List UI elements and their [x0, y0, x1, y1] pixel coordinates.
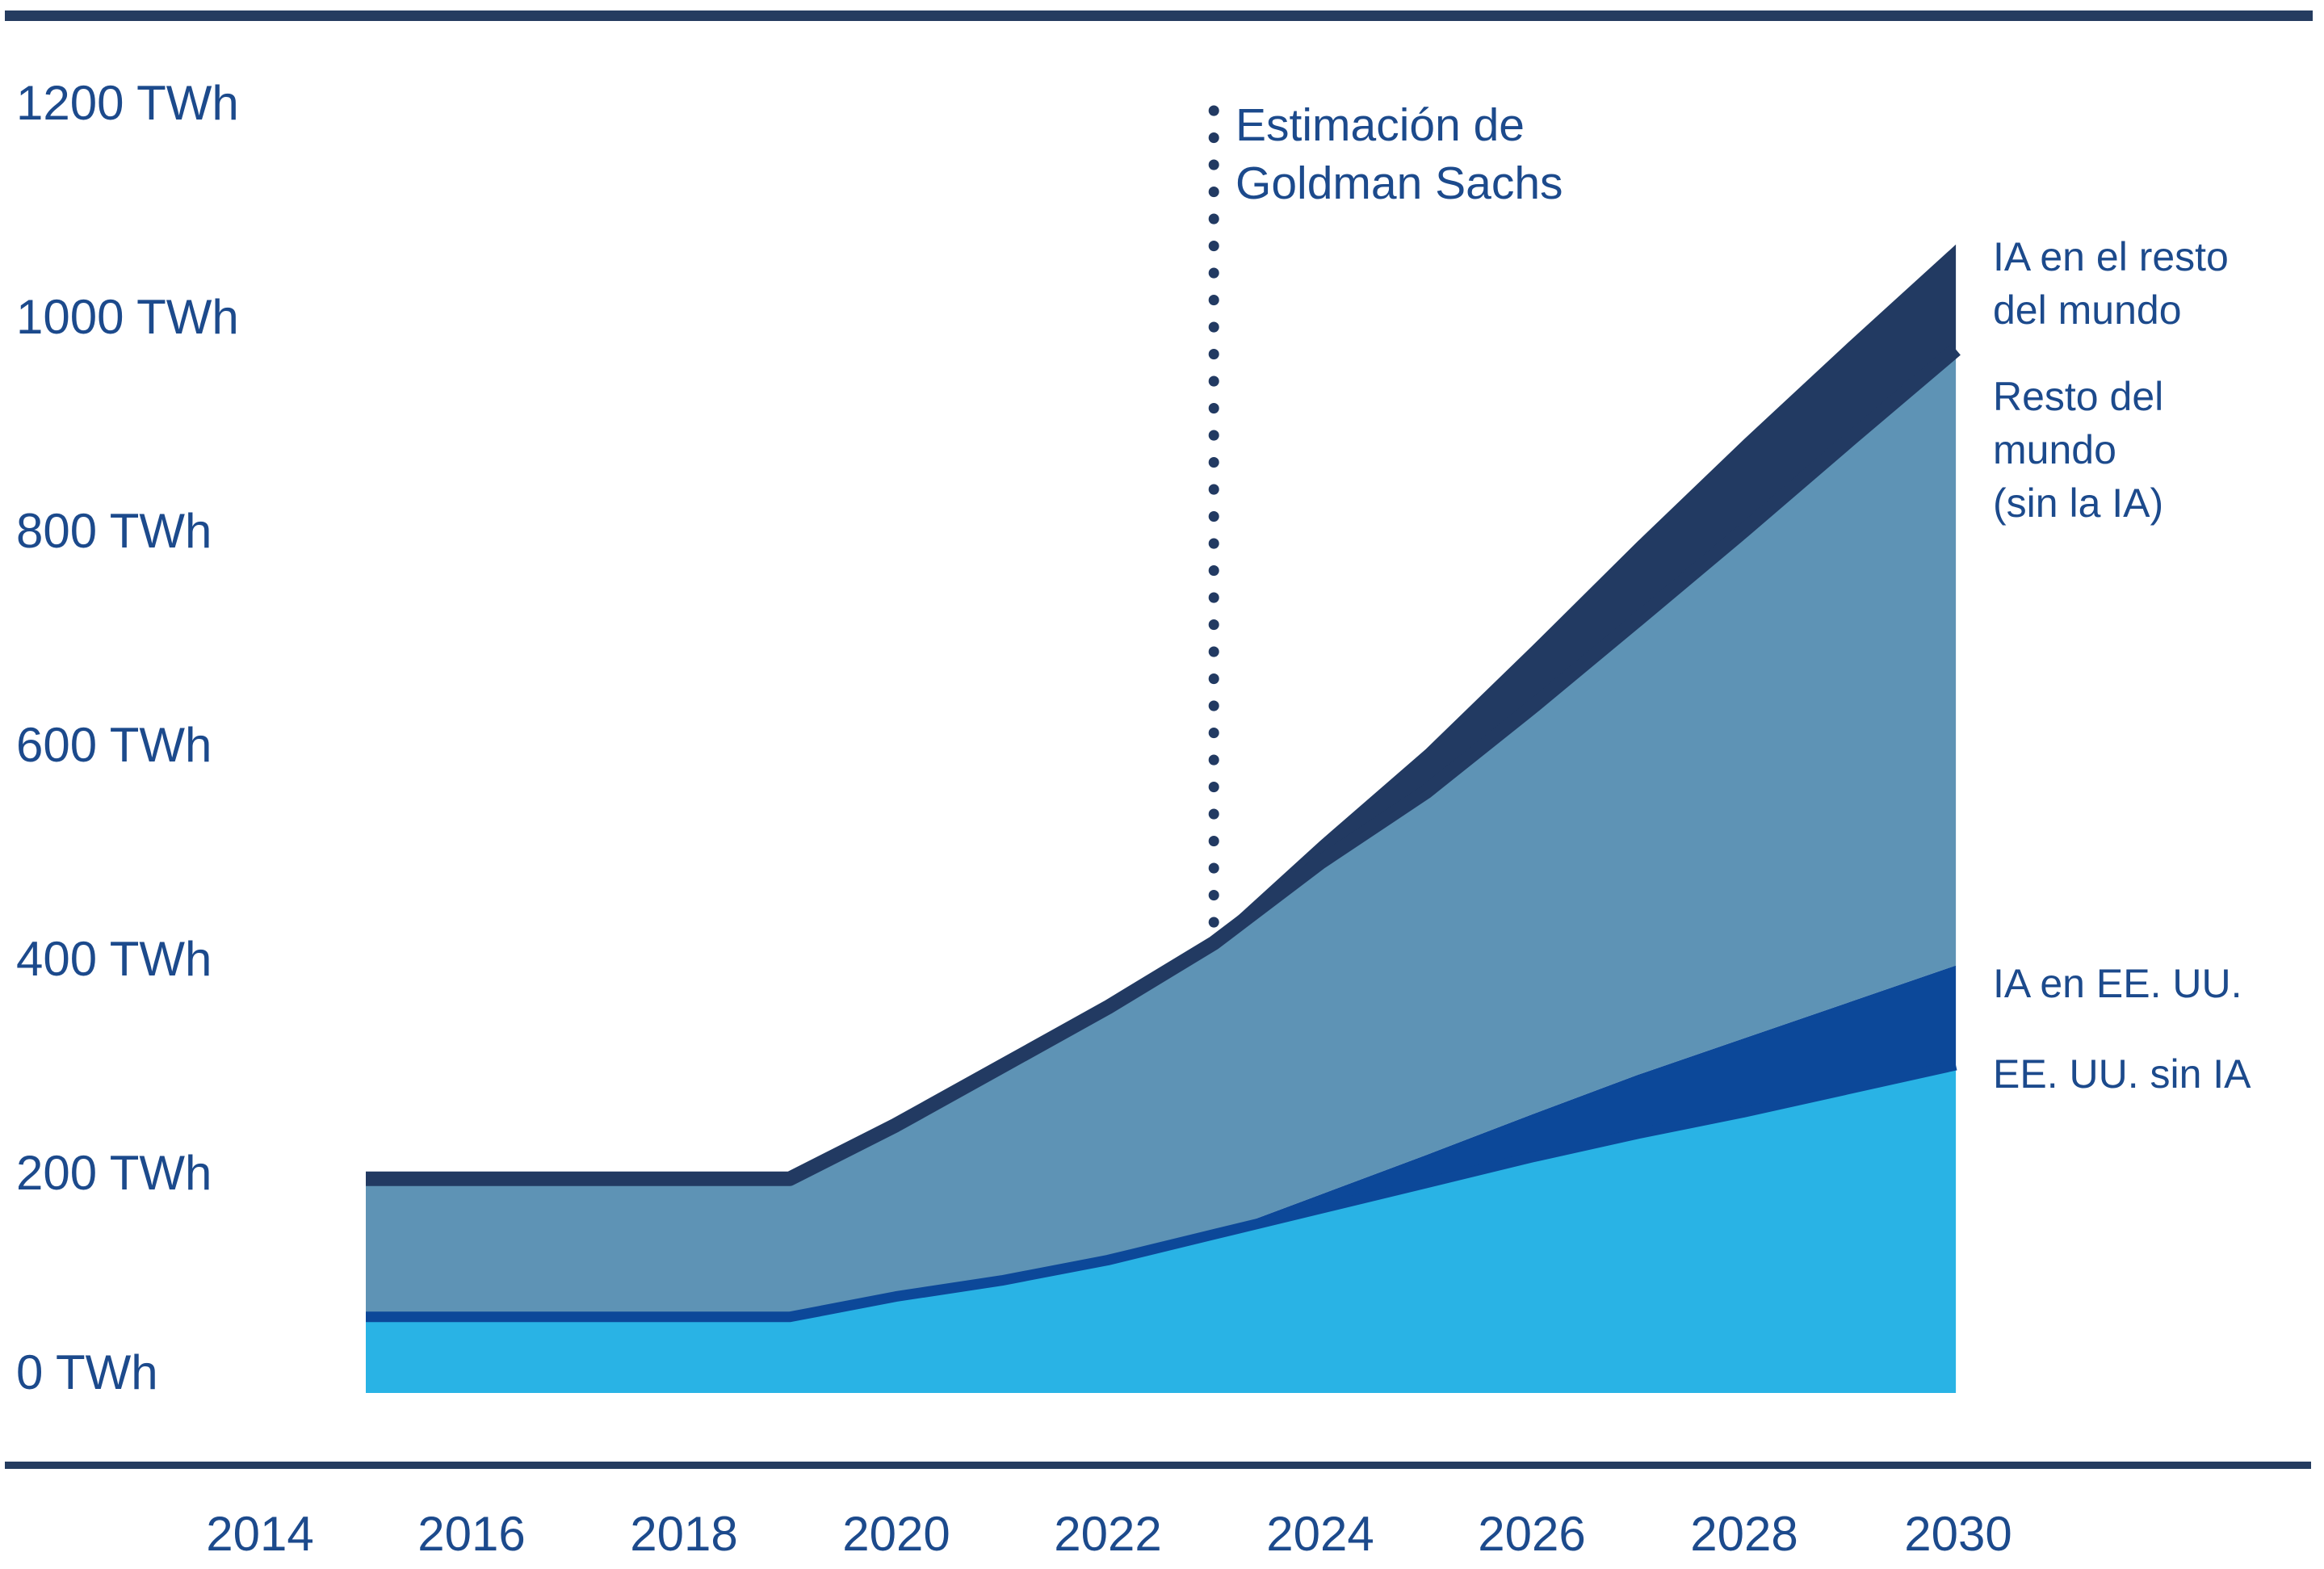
xtick-2024: 2024: [1266, 1507, 1374, 1561]
xtick-2018: 2018: [630, 1507, 738, 1561]
xtick-2014: 2014: [206, 1507, 314, 1561]
annotation-line-2: Goldman Sachs: [1235, 157, 1563, 209]
ytick-1200: 1200 TWh: [16, 76, 239, 130]
boundary-line-total-sin-ia: [366, 343, 1961, 1186]
area-eeuu-sin-ia: [366, 1065, 1957, 1393]
ytick-400: 400 TWh: [16, 932, 212, 986]
series-label-ia-en-eeuu: IA en EE. UU.: [1993, 957, 2242, 1010]
xtick-2022: 2022: [1054, 1507, 1162, 1561]
series-label-line: (sin la IA): [1993, 480, 2164, 526]
xtick-2026: 2026: [1478, 1507, 1586, 1561]
ytick-600: 600 TWh: [16, 718, 212, 772]
goldman-estimate-annotation: Estimación de Goldman Sachs: [1235, 96, 1563, 212]
series-label-ia-resto-del-mundo: IA en el resto del mundo: [1993, 230, 2229, 337]
series-label-eeuu-sin-ia: EE. UU. sin IA: [1993, 1047, 2251, 1101]
series-label-line: Resto del: [1993, 374, 2164, 419]
ytick-200: 200 TWh: [16, 1146, 212, 1200]
area-resto-del-mundo: [366, 349, 1957, 1317]
series-label-line: mundo: [1993, 427, 2116, 472]
series-label-line: del mundo: [1993, 287, 2182, 333]
series-label-line: EE. UU. sin IA: [1993, 1051, 2251, 1097]
series-label-line: IA en el resto: [1993, 234, 2229, 279]
series-label-resto-del-mundo: Resto del mundo (sin la IA): [1993, 370, 2163, 530]
xtick-2030: 2030: [1904, 1507, 2012, 1561]
annotation-line-1: Estimación de: [1235, 99, 1525, 151]
xtick-2020: 2020: [842, 1507, 950, 1561]
ytick-0: 0 TWh: [16, 1345, 158, 1399]
ytick-800: 800 TWh: [16, 504, 212, 558]
boundary-line-eeuu: [366, 1059, 1957, 1323]
xtick-2028: 2028: [1690, 1507, 1798, 1561]
top-divider-rule: [5, 10, 2313, 21]
series-label-line: IA en EE. UU.: [1993, 961, 2242, 1006]
ytick-1000: 1000 TWh: [16, 290, 239, 344]
x-axis-line: [5, 1462, 2311, 1469]
xtick-2016: 2016: [417, 1507, 526, 1561]
